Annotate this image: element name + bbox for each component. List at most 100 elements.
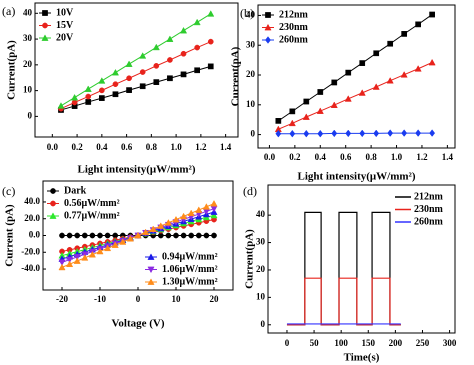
marker (126, 75, 132, 82)
marker (275, 129, 282, 138)
marker (66, 232, 73, 239)
marker (111, 241, 119, 248)
x-tick-label: 50 (310, 338, 320, 348)
marker (167, 75, 173, 82)
y-tick-label: 40 (256, 209, 266, 219)
x-tick-label: 1.0 (170, 142, 182, 152)
marker (152, 43, 160, 51)
legend-marker (147, 266, 155, 274)
x-tick-label: 0.4 (96, 142, 108, 152)
x-tick-label: 0.0 (264, 152, 276, 162)
marker (57, 102, 65, 109)
marker (134, 231, 142, 239)
marker (207, 38, 214, 45)
y-tick-label: 0.0 (29, 230, 41, 240)
legend-marker (265, 36, 271, 44)
marker (164, 219, 172, 226)
legend-label: 20V (56, 32, 74, 43)
x-tick-label: 20 (210, 294, 220, 304)
legend-label: 10V (56, 7, 74, 18)
x-tick-label: -10 (94, 294, 106, 304)
marker (167, 57, 173, 63)
legend-marker (50, 200, 56, 207)
panel-label: (c) (2, 184, 15, 198)
marker (66, 260, 74, 268)
y-tick-label: 30 (23, 33, 33, 43)
x-tick-label: 300 (443, 338, 457, 348)
marker (203, 232, 210, 239)
marker (139, 83, 146, 90)
marker (331, 79, 338, 86)
marker (98, 77, 106, 84)
marker (429, 11, 435, 18)
marker (59, 232, 65, 239)
x-tick-label: 100 (334, 338, 348, 348)
marker (66, 256, 74, 264)
legend-marker (50, 188, 56, 194)
panel-label: (b) (240, 6, 254, 20)
x-tick-label: 1.0 (391, 152, 403, 162)
marker (73, 254, 81, 261)
marker (345, 69, 352, 76)
x-tick-label: 0.6 (340, 152, 352, 162)
marker (73, 257, 81, 264)
x-tick-label: 0 (136, 294, 141, 304)
marker (180, 212, 188, 220)
marker (386, 77, 394, 84)
marker (401, 129, 408, 137)
y-tick-label: 10 (246, 99, 256, 109)
marker (112, 91, 119, 98)
marker (317, 129, 324, 138)
marker (344, 95, 352, 102)
marker (211, 232, 217, 239)
marker (153, 63, 160, 69)
marker (180, 232, 187, 239)
x-tick-label: 0.6 (121, 142, 133, 152)
x-tick-label: 1.4 (220, 142, 232, 152)
marker (316, 107, 324, 114)
series-line (278, 132, 433, 135)
marker (358, 89, 366, 96)
x-tick-label: 1.2 (195, 142, 207, 152)
legend-label: 1.30μW/mm² (162, 276, 218, 287)
marker (387, 40, 394, 47)
marker (429, 129, 436, 137)
marker (415, 21, 421, 28)
x-tick-label: 0.2 (289, 152, 301, 162)
marker (104, 232, 111, 239)
x-tick-label: 0.0 (47, 142, 59, 152)
legend-label: 0.77μW/mm² (64, 210, 120, 221)
marker (71, 99, 78, 106)
y-tick-label: 10 (256, 291, 266, 301)
marker (372, 83, 380, 90)
marker (153, 79, 160, 85)
y-axis-label: Current(pA) (230, 46, 242, 106)
marker (400, 71, 408, 78)
y-tick-label: 0 (261, 319, 266, 329)
legend-marker (42, 22, 48, 29)
marker (387, 129, 394, 137)
marker (302, 113, 310, 120)
marker (98, 87, 105, 94)
marker (71, 93, 79, 101)
y-tick-label: 0 (251, 129, 256, 139)
marker (415, 129, 422, 137)
x-tick-label: -20 (56, 294, 68, 304)
y-tick-label: -40.0 (21, 263, 40, 273)
x-axis-label: Light intensity(μW/mm²) (77, 164, 195, 176)
x-tick-label: 0 (285, 338, 290, 348)
legend-marker (49, 212, 57, 219)
legend-label: 0.94μW/mm² (162, 251, 218, 262)
marker (74, 232, 81, 239)
marker (195, 232, 202, 239)
marker (289, 108, 296, 115)
marker (401, 31, 408, 37)
series-line (60, 13, 212, 107)
marker (359, 129, 366, 138)
series-line (286, 277, 401, 326)
y-tick-label: 0 (28, 110, 33, 120)
marker (210, 199, 218, 207)
marker (195, 206, 203, 213)
marker (289, 129, 296, 138)
